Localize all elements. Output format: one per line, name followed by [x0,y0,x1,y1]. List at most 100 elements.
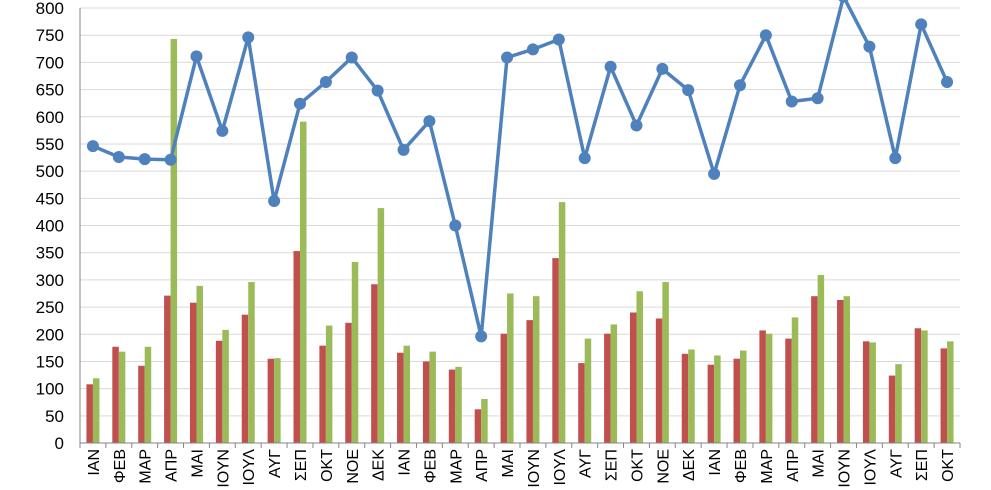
line-point [449,219,462,232]
x-tick-label: ΜΑΡ [448,449,465,484]
line-point [863,40,876,53]
bar-series-2 [636,291,643,443]
y-tick-label: 100 [36,380,64,399]
line-point [501,51,514,64]
line-series-path [92,0,949,339]
bar-series-2 [274,358,281,443]
y-tick-label: 450 [36,189,64,208]
bar-series-1 [164,295,171,443]
line-point [656,62,669,75]
line-series [86,0,954,343]
bar-series-1 [811,296,818,443]
x-tick-label: ΜΑΡ [138,449,155,484]
x-tick-label: ΙΑΝ [707,449,724,476]
x-tick-label: ΦΕΒ [733,449,750,483]
bar-series-1 [474,409,482,443]
x-tick-label: ΣΕΠ [293,449,310,481]
line-point [552,33,565,46]
bar-series-1 [604,333,611,443]
bar-series-2 [740,350,747,443]
x-tick-label: ΝΟΕ [345,449,362,484]
bar-series-2 [584,338,592,443]
bar-series-1 [526,320,533,443]
y-axis-ticks: 0 50 100 150 200 250 300 350 400 450 500 550 600 650 7… [36,0,64,453]
x-tick-label: ΑΥΓ [888,449,905,478]
line-point [138,153,151,166]
x-tick-label: ΑΠΡ [474,449,491,482]
x-tick-label: ΑΥΓ [267,449,284,478]
bar-series-1 [733,358,740,443]
bar-series-1 [86,384,93,443]
x-tick-label: ΑΥΓ [578,449,595,478]
bar-series-1 [888,375,896,443]
line-point [86,140,99,153]
bar-series-2 [869,342,876,443]
y-tick-label: 0 [55,434,64,453]
bar-series-1 [862,341,870,443]
line-point [371,84,384,97]
line-point [785,95,798,108]
bar-series-1 [448,369,456,443]
bar-series-2 [118,351,126,443]
x-tick-label: ΟΚΤ [940,449,957,482]
x-tick-label: ΙΑΝ [397,449,414,476]
line-point [319,75,332,88]
bar-series-2 [92,378,100,443]
bar-series-1 [112,346,119,443]
bar-series-2 [662,282,669,443]
y-tick-label: 200 [36,325,64,344]
bar-series-1 [552,258,559,443]
bar-series-2 [714,355,721,443]
x-tick-label: ΙΟΥΛ [241,449,258,486]
bar-series-2 [325,325,333,443]
y-tick-label: 250 [36,298,64,317]
bar-series-2 [610,324,618,443]
bar-series-2 [377,208,385,443]
bar-series-1 [500,333,508,443]
x-tick-label: ΙΟΥΛ [862,449,879,486]
y-tick-label: 150 [36,352,64,371]
line-point [915,18,928,31]
bar-series-1 [655,318,663,443]
x-tick-label: ΣΕΠ [604,449,621,481]
bar-series-1 [371,284,378,443]
y-tick-label: 550 [36,135,64,154]
x-tick-label: ΦΕΒ [422,449,439,483]
line-point [397,143,410,156]
bar-series-2 [248,282,255,443]
line-point [604,60,617,73]
line-point [268,195,281,208]
x-tick-label: ΑΠΡ [785,449,802,482]
bar-series-2 [144,346,152,443]
x-tick-label: ΟΚΤ [629,449,646,482]
line-point [216,124,229,137]
line-point [578,152,591,165]
bar-series-1 [422,361,430,443]
axes [79,8,961,448]
bar-series-2 [300,121,307,444]
y-tick-label: 600 [36,108,64,127]
bar-series-1 [785,338,792,443]
bars [86,38,954,444]
bar-series-2 [351,261,359,443]
bar-series-2 [481,398,488,443]
bar-series-2 [688,349,695,443]
bar-series-2 [947,341,954,443]
line-point [682,84,695,97]
bar-series-2 [455,366,462,443]
bar-series-1 [241,314,249,443]
x-tick-label: ΝΟΕ [655,449,672,484]
x-axis-ticks: ΙΑΝ ΦΕΒ ΜΑΡ ΑΠΡ ΜΑΙ ΙΟΥΝ ΙΟΥΛ ΑΥΓ ΣΕΠ ΟΚΤ ΝΟΕ ΔΕΚ ΙΑ… [86,449,957,488]
y-tick-label: 650 [36,81,64,100]
bar-series-1 [837,299,844,443]
bar-series-1 [138,365,145,443]
bar-series-2 [170,38,178,444]
bar-series-2 [429,351,436,443]
bar-series-2 [895,364,902,443]
x-tick-label: ΔΕΚ [681,449,698,481]
x-tick-label: ΜΑΙ [189,449,206,477]
x-tick-label: ΣΕΠ [914,449,931,481]
y-tick-label: 300 [36,271,64,290]
gridlines [80,7,960,417]
